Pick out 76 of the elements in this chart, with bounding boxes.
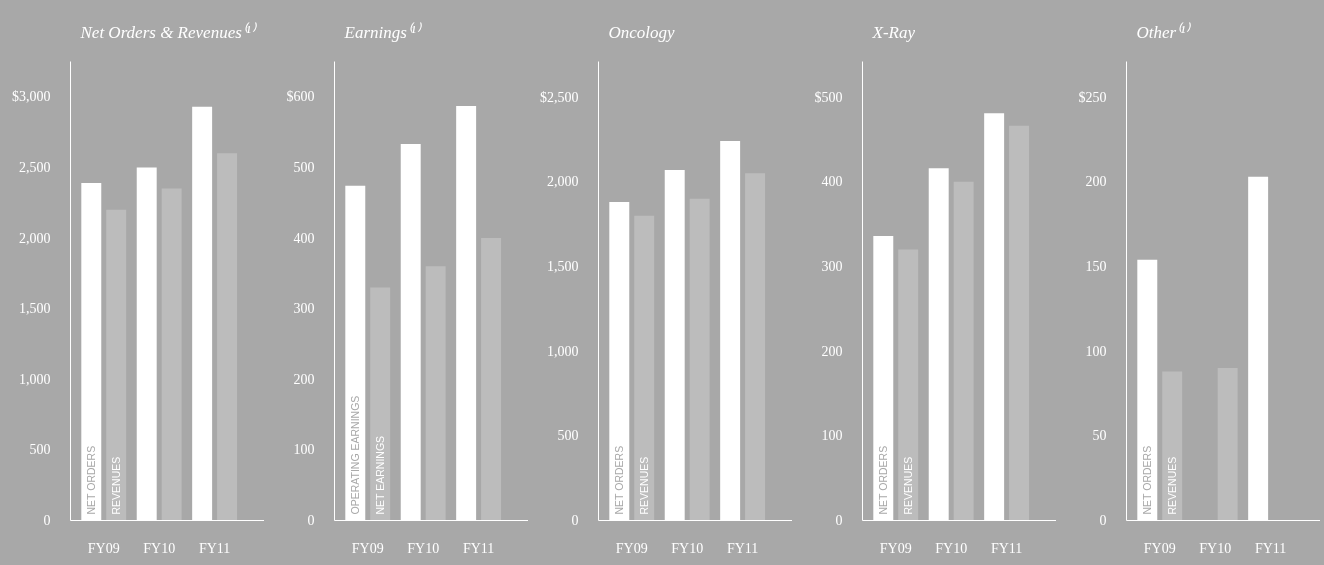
bar <box>689 198 710 521</box>
y-tick-label: 300 <box>821 258 843 274</box>
chart-title: Earnings⁽¹⁾ <box>343 21 422 42</box>
chart-title: Other⁽¹⁾ <box>1136 21 1192 42</box>
x-tick-label: FY11 <box>726 540 759 556</box>
x-tick-label: FY09 <box>1143 540 1176 556</box>
bar <box>106 209 127 521</box>
series-label: REVENUES <box>638 456 651 515</box>
y-tick-label: $2,500 <box>540 89 579 105</box>
y-tick-label: 200 <box>293 371 315 387</box>
y-tick-label: 500 <box>29 442 51 458</box>
y-tick-label: $600 <box>286 89 315 105</box>
series-label: REVENUES <box>902 456 915 515</box>
x-tick-label: FY11 <box>1254 540 1287 556</box>
y-tick-label: 0 <box>307 513 315 528</box>
x-tick-label: FY09 <box>87 540 120 556</box>
y-tick-label: 150 <box>1085 258 1107 274</box>
y-tick-label: 500 <box>293 159 315 175</box>
x-tick-label: FY09 <box>351 540 384 556</box>
y-tick-label: 100 <box>821 428 843 444</box>
series-label: NET ORDERS <box>1141 445 1154 515</box>
bar <box>634 215 655 521</box>
series-label: REVENUES <box>110 456 123 515</box>
bar <box>953 181 974 521</box>
bar <box>898 249 919 521</box>
y-tick-label: 0 <box>571 513 579 528</box>
y-tick-label: 2,500 <box>19 159 51 175</box>
y-tick-label: 0 <box>835 513 843 528</box>
y-tick-label: 2,000 <box>19 230 51 246</box>
y-tick-label: 200 <box>821 343 843 359</box>
bar <box>1217 368 1238 521</box>
x-tick-label: FY10 <box>935 540 968 556</box>
bar <box>161 188 182 521</box>
y-tick-label: 2,000 <box>547 174 579 190</box>
series-label: NET ORDERS <box>613 445 626 515</box>
chart-title: X-Ray <box>871 22 916 42</box>
y-tick-label: 500 <box>557 428 579 444</box>
y-tick-label: $3,000 <box>12 89 51 105</box>
chart-title: Net Orders & Revenues⁽¹⁾ <box>79 21 257 42</box>
y-tick-label: 200 <box>1085 174 1107 190</box>
bar <box>745 173 766 521</box>
x-tick-label: FY09 <box>879 540 912 556</box>
x-tick-label: FY09 <box>615 540 648 556</box>
y-tick-label: $500 <box>814 89 843 105</box>
bar <box>481 238 502 521</box>
bar <box>1009 125 1030 521</box>
y-tick-label: 1,500 <box>19 301 51 317</box>
series-label: OPERATING EARNINGS <box>349 395 362 515</box>
y-tick-label: 50 <box>1092 428 1107 444</box>
series-label: REVENUES <box>1166 456 1179 515</box>
x-tick-label: FY10 <box>671 540 704 556</box>
bar <box>370 287 391 521</box>
y-tick-label: $250 <box>1078 89 1107 105</box>
y-tick-label: 0 <box>43 513 51 528</box>
bar <box>425 266 446 521</box>
chart-title: Oncology <box>608 22 676 42</box>
bar <box>1162 371 1183 521</box>
x-tick-label: FY11 <box>462 540 495 556</box>
x-tick-label: FY10 <box>143 540 176 556</box>
bar <box>217 153 238 521</box>
y-tick-label: 100 <box>1085 343 1107 359</box>
x-tick-label: FY11 <box>198 540 231 556</box>
y-tick-label: 400 <box>821 174 843 190</box>
series-label: NET EARNINGS <box>374 435 387 515</box>
y-tick-label: 1,000 <box>547 343 579 359</box>
y-tick-label: 0 <box>1099 513 1107 528</box>
x-tick-label: FY11 <box>990 540 1023 556</box>
series-label: NET ORDERS <box>877 445 890 515</box>
series-label: NET ORDERS <box>85 445 98 515</box>
y-tick-label: 1,000 <box>19 371 51 387</box>
x-tick-label: FY10 <box>1199 540 1232 556</box>
y-tick-label: 300 <box>293 301 315 317</box>
y-tick-label: 400 <box>293 230 315 246</box>
y-tick-label: 1,500 <box>547 258 579 274</box>
y-tick-label: 100 <box>293 442 315 458</box>
x-tick-label: FY10 <box>407 540 440 556</box>
